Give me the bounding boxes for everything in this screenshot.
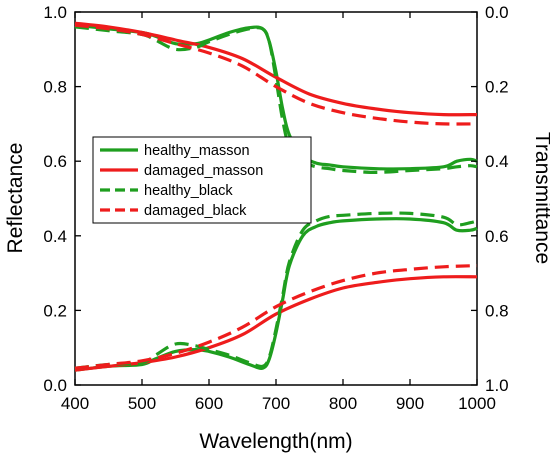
y-tick-label: 0.4: [43, 227, 67, 246]
y-tick-label: 0.6: [43, 152, 67, 171]
legend-label-damaged-black: damaged_black: [144, 203, 247, 219]
legend-label-healthy-black: healthy_black: [144, 183, 233, 199]
y2-tick-label: 0.4: [485, 152, 509, 171]
x-tick-label: 1000: [458, 394, 496, 413]
x-axis-title: Wavelength(nm): [199, 430, 352, 453]
series-line-healthy-black-left: [74, 25, 478, 174]
legend: healthy_masson damaged_masson healthy_blac…: [92, 136, 312, 224]
y2-tick-label: 0.2: [485, 78, 509, 97]
plot-area: [74, 11, 478, 386]
series-line-damaged-black-right: [74, 264, 478, 370]
x-tick-label: 400: [61, 394, 89, 413]
x-tick-label: 800: [329, 394, 357, 413]
y-tick-label: 0.8: [43, 78, 67, 97]
y-tick-label: 0.2: [43, 301, 67, 320]
y2-tick-label: 0.6: [485, 227, 509, 246]
x-axis-ticks: 400 500 600 700 800 900 1000: [61, 12, 496, 413]
series-layer: [74, 21, 478, 372]
series-line-damaged-masson-left: [74, 21, 478, 117]
y-axis-title: Reflectance: [4, 143, 27, 254]
series-line-healthy-masson-right: [74, 217, 478, 372]
series-line-damaged-black-left: [74, 23, 478, 126]
x-tick-label: 700: [262, 394, 290, 413]
y-tick-label: 1.0: [43, 3, 67, 22]
legend-label-healthy-masson: healthy_masson: [144, 143, 250, 159]
y2-tick-label: 1.0: [485, 376, 509, 395]
y2-axis-ticks: 0.0 0.2 0.4 0.6 0.8 1.0: [471, 3, 509, 395]
series-line-healthy-black-right: [74, 211, 478, 370]
y2-tick-label: 0.8: [485, 301, 509, 320]
x-tick-label: 500: [128, 394, 156, 413]
y2-tick-label: 0.0: [485, 3, 509, 22]
y-axis-ticks: 0.0 0.2 0.4 0.6 0.8 1.0: [43, 3, 81, 395]
x-tick-label: 900: [396, 394, 424, 413]
y-tick-label: 0.0: [43, 376, 67, 395]
y2-axis-title: Transmittance: [531, 132, 550, 264]
legend-label-damaged-masson: damaged_masson: [144, 163, 263, 179]
x-tick-label: 600: [195, 394, 223, 413]
